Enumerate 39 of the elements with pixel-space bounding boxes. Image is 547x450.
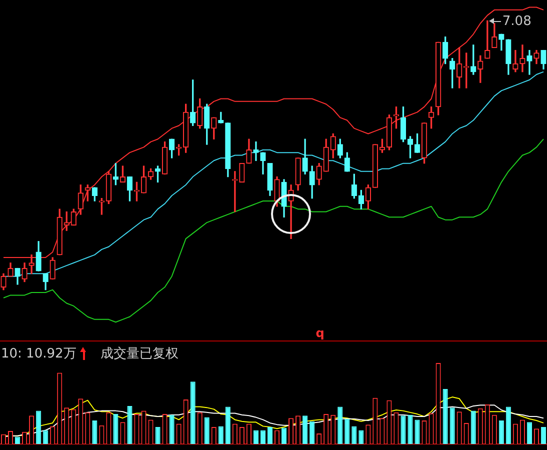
bar [540, 427, 546, 444]
bar [190, 382, 196, 444]
bar [92, 420, 98, 444]
bar [506, 406, 511, 444]
chart-title: 10: 10.92万 [1, 346, 76, 362]
bar [225, 406, 230, 444]
bar [127, 406, 132, 444]
bar [408, 414, 413, 444]
annotation: 7.08 [502, 14, 532, 30]
bar [352, 426, 357, 444]
bar [36, 410, 42, 444]
bar [302, 416, 308, 444]
candlestick [232, 171, 238, 212]
bar [218, 426, 224, 444]
bar [310, 421, 315, 444]
bar [169, 414, 174, 444]
bar [260, 430, 266, 444]
bar [414, 420, 420, 444]
bar [498, 420, 504, 444]
bar [155, 427, 160, 444]
bar [253, 430, 258, 444]
bar [470, 410, 476, 444]
bar [281, 428, 287, 444]
bar [450, 408, 455, 444]
bar [43, 430, 48, 444]
text: q [316, 326, 324, 340]
bar [442, 388, 448, 444]
bar [400, 416, 406, 444]
bar [344, 418, 350, 444]
candlestick [253, 141, 259, 161]
text: 成交量已复权 [100, 345, 178, 362]
candlestick [526, 50, 532, 75]
bar [267, 427, 273, 444]
bar [338, 406, 343, 444]
candlestick [520, 44, 526, 72]
bar [204, 417, 210, 444]
bar [113, 414, 118, 444]
bar [526, 422, 532, 444]
bar [358, 430, 364, 444]
